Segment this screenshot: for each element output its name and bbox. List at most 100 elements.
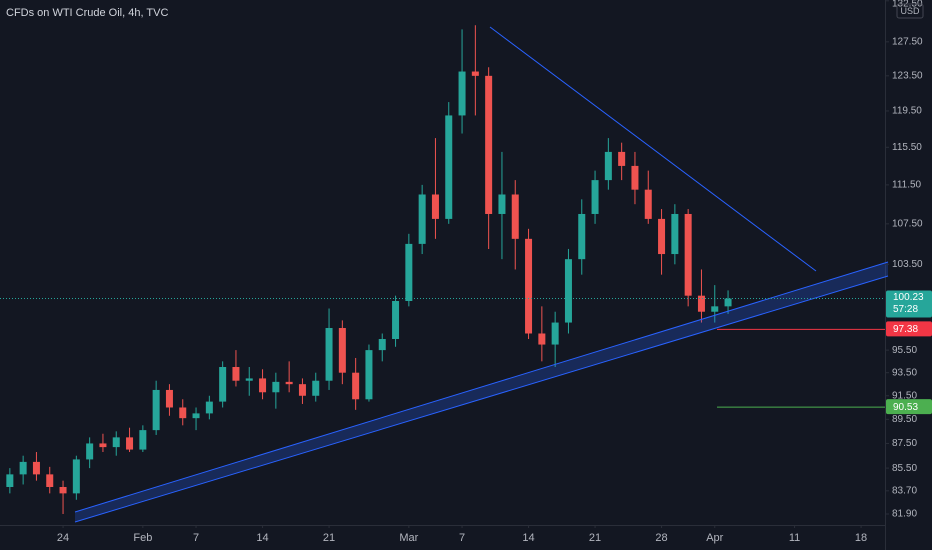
y-tick-label: 87.50	[892, 438, 917, 449]
x-tick-label: 14	[522, 532, 534, 544]
candle-body	[259, 378, 267, 393]
candle-body	[365, 350, 373, 400]
candle-body	[272, 381, 280, 393]
candle-body	[578, 213, 586, 260]
candle-body	[192, 413, 200, 419]
candle-body	[32, 461, 40, 475]
drawings	[74, 26, 889, 523]
candle-body	[126, 437, 134, 450]
candle-body	[418, 194, 426, 244]
x-tick-label: 21	[323, 532, 335, 544]
y-tick-label: 95.50	[892, 345, 917, 356]
candle-body	[312, 380, 320, 396]
last-price-label: 100.23	[893, 292, 924, 303]
channel-lower	[74, 275, 889, 523]
candle-body	[378, 339, 386, 351]
candle-body	[551, 322, 559, 345]
trend-line	[489, 26, 817, 272]
y-tick-label: 83.70	[892, 485, 917, 496]
candle-body	[19, 461, 27, 475]
candle-body	[591, 180, 599, 214]
candle-body	[152, 389, 160, 431]
candle-body	[485, 75, 493, 214]
currency-label: USD	[900, 6, 920, 16]
candle-body	[671, 213, 679, 255]
last-price-box	[886, 290, 932, 318]
candle-body	[711, 306, 719, 312]
y-tick-label: 103.50	[892, 259, 923, 270]
candle-body	[59, 486, 67, 494]
candle-body	[165, 389, 173, 408]
candle-body	[352, 372, 360, 400]
candle-body	[72, 459, 80, 494]
level-box	[886, 321, 932, 337]
currency-box	[896, 3, 924, 19]
candle-body	[644, 189, 652, 219]
y-tick-label: 123.50	[892, 70, 923, 81]
candle-body	[86, 443, 94, 460]
level-label: 90.53	[893, 402, 918, 413]
candle-body	[298, 384, 306, 396]
x-tick-label: 14	[256, 532, 268, 544]
level-label: 97.38	[893, 324, 918, 335]
candle-body	[697, 295, 705, 312]
candle-body	[325, 328, 333, 381]
x-tick-label: Mar	[399, 532, 418, 544]
candle-body	[471, 71, 479, 76]
y-tick-label: 132.50	[892, 0, 923, 10]
candle-body	[112, 437, 120, 448]
candle-body	[245, 378, 253, 381]
y-tick-label: 81.90	[892, 509, 917, 520]
candle-body	[99, 443, 107, 448]
candle-body	[405, 243, 413, 302]
candle-body	[631, 165, 639, 190]
candle-body	[46, 474, 54, 487]
candle-body	[219, 367, 227, 402]
candles	[6, 25, 732, 515]
x-tick-label: 21	[589, 532, 601, 544]
x-tick-label: Apr	[706, 532, 723, 544]
candle-body	[684, 213, 692, 296]
candle-body	[445, 115, 453, 219]
candle-body	[724, 298, 732, 307]
candle-body	[658, 218, 666, 255]
chart-title: CFDs on WTI Crude Oil, 4h, TVC	[6, 7, 168, 19]
candle-body	[564, 259, 572, 323]
y-tick-label: 93.50	[892, 367, 917, 378]
level-box	[886, 399, 932, 415]
y-tick-label: 115.50	[892, 142, 922, 153]
y-tick-label: 85.50	[892, 463, 917, 474]
candle-body	[498, 194, 506, 214]
candle-body	[431, 194, 439, 219]
y-tick-label: 107.50	[892, 218, 923, 229]
x-tick-label: 28	[655, 532, 667, 544]
candle-body	[205, 401, 213, 414]
y-tick-label: 111.50	[892, 180, 922, 191]
y-tick-label: 119.50	[892, 106, 922, 117]
candle-body	[511, 194, 519, 239]
channel-upper	[74, 261, 889, 513]
candle-body	[285, 381, 293, 385]
countdown-label: 57:28	[893, 304, 918, 315]
y-tick-label: 89.50	[892, 414, 917, 425]
x-tick-label: Feb	[133, 532, 152, 544]
candle-body	[392, 301, 400, 340]
candle-body	[604, 151, 612, 181]
x-tick-label: 7	[459, 532, 465, 544]
candle-body	[538, 333, 546, 345]
candle-body	[139, 430, 147, 450]
candle-body	[458, 71, 466, 116]
candle-body	[6, 474, 14, 487]
candle-body	[179, 407, 187, 419]
candle-body	[232, 367, 240, 381]
candle-body	[525, 238, 533, 334]
x-tick-label: 24	[57, 532, 69, 544]
y-tick-label: 91.50	[892, 390, 917, 401]
x-tick-label: 7	[193, 532, 199, 544]
channel-fill	[75, 262, 888, 522]
candle-body	[338, 328, 346, 373]
x-tick-label: 18	[855, 532, 867, 544]
